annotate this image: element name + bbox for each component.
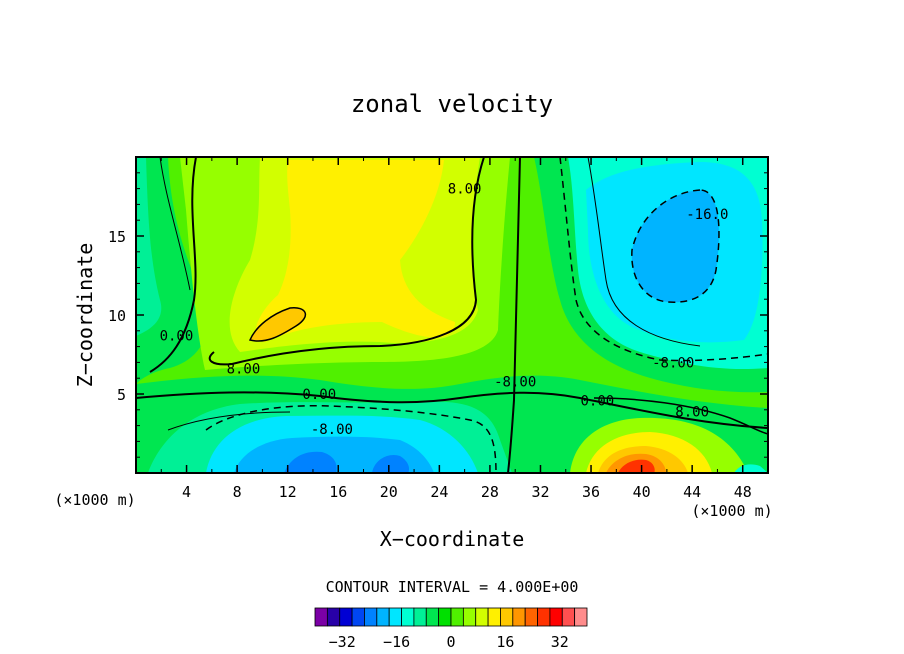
x-tick-label: 28 (481, 483, 499, 501)
colorbar-swatch (524, 607, 538, 627)
zero-contour-line-3 (507, 157, 521, 473)
contour-label: 8.00 (227, 362, 261, 378)
colorbar-swatch (500, 607, 514, 627)
colorbar-swatch (351, 607, 365, 627)
contour-label: -16.0 (686, 207, 728, 223)
x-tick-label: 4 (182, 483, 191, 501)
x-axis: 4 8 12 16 20 24 28 32 36 40 44 48 (160, 157, 752, 501)
x-unit-right: (×1000 m) (691, 502, 772, 520)
colorbar-swatch (376, 607, 390, 627)
contour-label: 0.00 (160, 329, 194, 345)
x-tick-label: 48 (734, 483, 752, 501)
colorbar-swatch (475, 607, 489, 627)
colorbar-swatch (574, 607, 588, 627)
contour-label: 0.00 (581, 393, 615, 409)
thin-line-3 (167, 411, 291, 431)
filled-contours (136, 157, 768, 473)
lower-neg-core-fill (284, 451, 337, 473)
chart-title: zonal velocity (351, 90, 553, 118)
x-tick-label: 12 (279, 483, 297, 501)
positive-core-line (248, 307, 307, 342)
x-unit-left: (×1000 m) (54, 491, 135, 509)
left-band-fill (136, 157, 209, 384)
contour-field: 8.00 -16.0 0.00 8.00 -8.00 0.00 -8.00 0.00 8.00 -… (136, 157, 768, 473)
y-axis: 5 10 15 (108, 172, 768, 458)
colorbar-swatch (364, 607, 378, 627)
colorbar-swatch (413, 607, 427, 627)
colorbar-tick-label: −16 (383, 633, 410, 651)
positive-max-fill (250, 307, 306, 342)
colorbar-swatch (401, 607, 415, 627)
lower-right-pos-core-fill (618, 459, 655, 473)
contour-label: 8.00 (675, 404, 709, 420)
x-tick-label: 32 (531, 483, 549, 501)
x-tick-label: 36 (582, 483, 600, 501)
colorbar-swatch (537, 607, 551, 627)
thin-line-2 (587, 157, 701, 347)
contour-interval-text: CONTOUR INTERVAL = 4.000E+00 (326, 578, 579, 596)
colorbar-swatch (487, 607, 501, 627)
x-tick-label: 8 (233, 483, 242, 501)
y-tick-label: 5 (117, 386, 126, 404)
colorbar-swatch (450, 607, 464, 627)
upper-positive-core-fill (255, 160, 455, 342)
colorbar-tick-label: −32 (329, 633, 356, 651)
contour-label: -8.00 (311, 422, 353, 438)
zero-contour-line (136, 391, 768, 429)
lower-neg-core-fill-2 (372, 454, 410, 473)
x-axis-label: X−coordinate (380, 527, 525, 551)
colorbar-swatch (339, 607, 353, 627)
colorbar-tick-label: 32 (551, 633, 569, 651)
contour-lines (136, 157, 768, 473)
colorbar-swatch (438, 607, 452, 627)
neg-eight-line (559, 157, 768, 362)
right-neg-core-fill (631, 190, 719, 303)
x-tick-label: 20 (380, 483, 398, 501)
colorbar-swatch (462, 607, 477, 627)
contour-label: 0.00 (302, 387, 336, 403)
left-edge-fill (136, 157, 162, 336)
x-tick-label: 24 (430, 483, 448, 501)
eight-contour-line (208, 157, 485, 366)
contour-label: -8.00 (652, 355, 694, 371)
colorbar-tick-label: 16 (496, 633, 514, 651)
x-tick-label: 16 (329, 483, 347, 501)
colorbar-swatch (512, 607, 526, 627)
colorbar-swatch (388, 607, 402, 627)
y-axis-label: Z−coordinate (73, 243, 97, 388)
colorbar-swatch (425, 607, 440, 627)
thin-line (159, 157, 191, 291)
y-tick-label: 10 (108, 307, 126, 325)
colorbar-swatch (549, 607, 563, 627)
colorbar-tick-label: 0 (446, 633, 455, 651)
y-tick-label: 15 (108, 228, 126, 246)
neg-eight-line-2 (205, 404, 497, 473)
x-tick-label: 40 (633, 483, 651, 501)
eight-contour-line-2 (593, 397, 768, 435)
contour-label: 8.00 (448, 182, 482, 198)
contour-labels: 8.00 -16.0 0.00 8.00 -8.00 0.00 -8.00 0.00 8.00 -… (160, 182, 729, 438)
colorbar: −32 −16 0 16 32 (314, 607, 588, 651)
zero-contour-line-2 (149, 157, 197, 373)
colorbar-swatch (314, 607, 328, 627)
contour-label: -8.00 (494, 374, 536, 390)
colorbar-swatch (561, 607, 576, 627)
colorbar-swatch (326, 607, 341, 627)
x-tick-label: 44 (683, 483, 701, 501)
